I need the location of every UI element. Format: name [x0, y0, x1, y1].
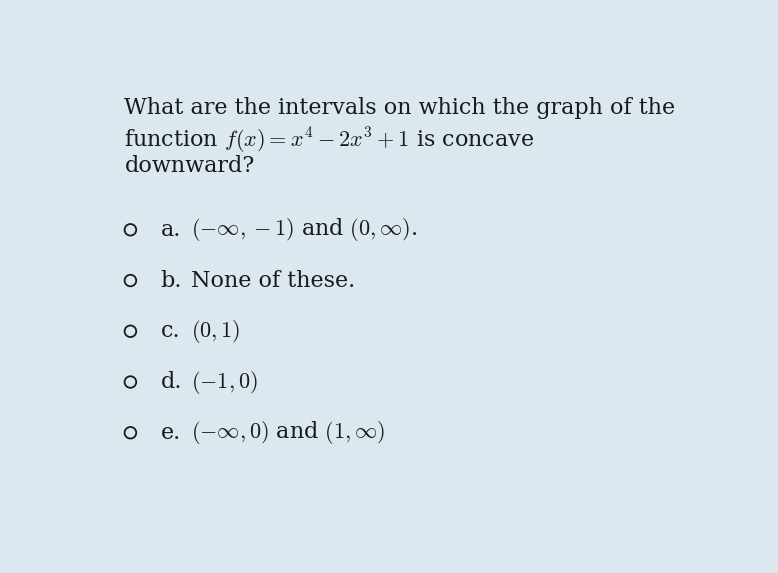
Text: function $f(x) = x^4 - 2x^3 + 1$ is concave: function $f(x) = x^4 - 2x^3 + 1$ is conc… [124, 126, 534, 156]
Text: b.: b. [160, 269, 182, 292]
Text: c.: c. [160, 320, 180, 342]
Text: a.: a. [160, 219, 181, 241]
Text: $(0, 1)$: $(0, 1)$ [191, 318, 240, 345]
Text: $(-\infty, -1)$ and $(0, \infty)$.: $(-\infty, -1)$ and $(0, \infty)$. [191, 216, 417, 244]
Text: d.: d. [160, 371, 182, 393]
Text: downward?: downward? [124, 155, 254, 177]
Text: $(-\infty, 0)$ and $(1, \infty)$: $(-\infty, 0)$ and $(1, \infty)$ [191, 419, 385, 446]
Text: None of these.: None of these. [191, 269, 355, 292]
Text: e.: e. [160, 422, 180, 444]
Text: $(-1, 0)$: $(-1, 0)$ [191, 368, 258, 395]
Text: What are the intervals on which the graph of the: What are the intervals on which the grap… [124, 97, 675, 119]
